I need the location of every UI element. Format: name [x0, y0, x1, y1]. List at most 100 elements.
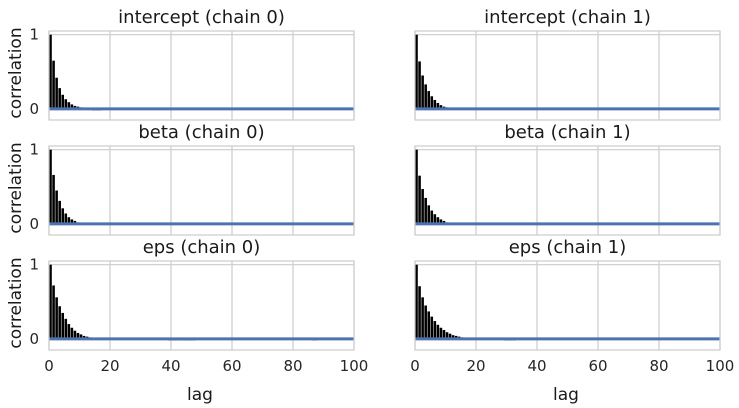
- acf-bar: [433, 214, 437, 224]
- acf-bar: [64, 213, 68, 224]
- acf-bar: [49, 149, 52, 224]
- x-tick-label: 60: [222, 357, 241, 375]
- x-tick-label: 60: [588, 357, 607, 375]
- acf-bar: [421, 75, 424, 109]
- y-tick-label: 1: [29, 26, 39, 44]
- acf-bar: [49, 34, 52, 109]
- x-tick-label: 40: [161, 357, 180, 375]
- autocorrelation-panels: intercept (chain 0) 0 1 intercept (chain 1)…: [29, 7, 734, 375]
- acf-bar: [424, 305, 427, 339]
- acf-bar: [418, 286, 421, 339]
- panel-title: beta (chain 1): [504, 122, 630, 143]
- x-tick-label: 40: [527, 357, 546, 375]
- x-axis-label-right: lag: [553, 385, 579, 405]
- axes-frame: [48, 145, 355, 236]
- acf-bar: [418, 61, 421, 109]
- acf-bar: [421, 189, 424, 224]
- panel-title: intercept (chain 1): [484, 7, 651, 28]
- acf-bar: [76, 332, 80, 339]
- acf-bar: [55, 190, 58, 224]
- acf-bar: [439, 327, 443, 339]
- acf-bar: [67, 102, 71, 109]
- acf-bar: [427, 205, 431, 224]
- acf-panel-4: beta (chain 1): [414, 122, 721, 236]
- acf-bar: [61, 94, 65, 109]
- acf-bar: [64, 318, 68, 339]
- x-tick-label: 80: [283, 357, 302, 375]
- acf-panel-1: intercept (chain 0) 0 1: [29, 7, 355, 121]
- acf-bar: [433, 99, 437, 109]
- acf-bar: [424, 84, 427, 109]
- x-tick-label: 20: [100, 357, 119, 375]
- y-axis-label-row-2: correlation: [6, 142, 26, 233]
- acf-bar: [49, 264, 52, 339]
- acf-bar: [61, 312, 65, 339]
- acf-bar: [55, 77, 58, 109]
- acf-bar: [70, 104, 74, 109]
- y-tick-label: 0: [29, 330, 39, 348]
- axes-frame: [414, 30, 721, 121]
- acf-bar: [451, 335, 455, 339]
- acf-bar: [70, 327, 74, 339]
- y-tick-label: 1: [29, 141, 39, 159]
- panel-title: intercept (chain 0): [118, 7, 285, 28]
- y-tick-label: 0: [29, 215, 39, 233]
- acf-bar: [58, 200, 61, 224]
- acf-bar: [67, 324, 71, 339]
- x-tick-label: 100: [706, 357, 735, 375]
- acf-bar: [79, 334, 83, 339]
- x-tick-label: 0: [44, 357, 54, 375]
- axes-frame: [414, 145, 721, 236]
- y-axis-label-row-3: correlation: [6, 257, 26, 348]
- panel-title: eps (chain 0): [143, 237, 261, 258]
- y-tick-label: 1: [29, 256, 39, 274]
- acf-bar: [448, 333, 452, 339]
- acf-bar: [439, 219, 443, 224]
- acf-bar: [70, 219, 74, 224]
- axes-frame: [414, 260, 721, 351]
- acf-bar: [55, 297, 58, 339]
- acf-bar: [436, 324, 440, 339]
- acf-panel-6: eps (chain 1) 0 20 40 60 80 100: [410, 237, 734, 375]
- acf-bar: [415, 34, 418, 109]
- acf-bar: [52, 174, 55, 224]
- y-tick-label: 0: [29, 100, 39, 118]
- acf-bar: [421, 297, 424, 339]
- acf-bar: [445, 332, 449, 339]
- x-tick-label: 0: [410, 357, 420, 375]
- acf-bar: [424, 197, 427, 224]
- acf-bar: [439, 105, 443, 109]
- acf-bar: [73, 330, 77, 339]
- acf-bar: [67, 217, 71, 224]
- x-axis-label-left: lag: [187, 385, 213, 405]
- x-tick-label: 100: [340, 357, 369, 375]
- acf-bar: [430, 210, 434, 224]
- acf-bar: [433, 321, 437, 339]
- acf-bar: [415, 149, 418, 224]
- acf-bar: [427, 91, 431, 109]
- acf-bar: [58, 306, 61, 339]
- y-axis-label-row-1: correlation: [6, 27, 26, 118]
- acf-bar: [436, 217, 440, 224]
- acf-bar: [418, 175, 421, 224]
- acf-bar: [430, 96, 434, 109]
- acf-bar: [427, 311, 431, 339]
- acf-bar: [52, 60, 55, 109]
- acf-bar: [436, 102, 440, 109]
- x-tick-label: 80: [649, 357, 668, 375]
- acf-bar: [64, 99, 68, 109]
- panel-title: beta (chain 0): [138, 122, 264, 143]
- axes-frame: [48, 30, 355, 121]
- x-tick-label: 20: [466, 357, 485, 375]
- acf-panel-5: eps (chain 0)010 20 40 60 80 100: [29, 237, 368, 375]
- acf-bar: [415, 264, 418, 339]
- acf-bar: [430, 316, 434, 339]
- panel-title: eps (chain 1): [509, 237, 627, 258]
- acf-bar: [52, 285, 55, 339]
- acf-panel-2: intercept (chain 1): [414, 7, 721, 121]
- acf-bar: [61, 208, 65, 224]
- axes-frame: [48, 260, 355, 351]
- acf-panel-3: beta (chain 0) 0 1: [29, 122, 355, 236]
- acf-bar: [442, 329, 446, 339]
